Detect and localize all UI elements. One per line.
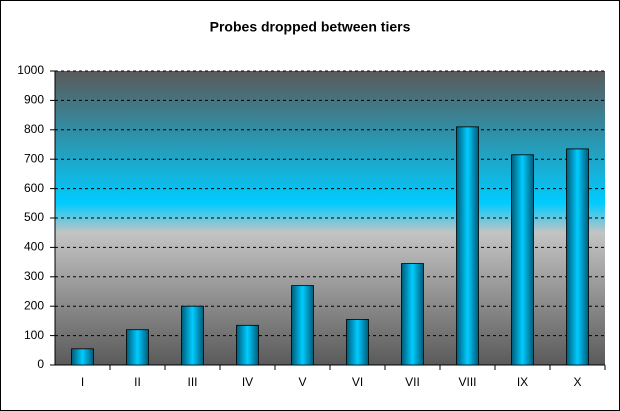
y-tick-label: 900 — [24, 93, 44, 107]
x-tick-label: IV — [242, 375, 253, 389]
x-tick-label: V — [298, 375, 306, 389]
x-tick-label: III — [187, 375, 197, 389]
x-tick-label: X — [573, 375, 581, 389]
bar — [291, 285, 314, 366]
bar — [511, 154, 534, 366]
y-tick-label: 600 — [24, 181, 44, 195]
chart-title: Probes dropped between tiers — [210, 19, 411, 35]
bar — [566, 148, 589, 366]
x-tick-label: VII — [405, 375, 420, 389]
y-tick-label: 800 — [24, 122, 44, 136]
y-tick-label: 0 — [37, 357, 44, 371]
bar — [71, 348, 94, 366]
y-tick-label: 100 — [24, 328, 44, 342]
y-tick-label: 400 — [24, 240, 44, 254]
y-tick-label: 1000 — [17, 63, 44, 77]
y-tick-label: 700 — [24, 151, 44, 165]
bar — [181, 305, 204, 366]
x-tick-label: VIII — [458, 375, 476, 389]
bar — [126, 329, 149, 366]
y-tick-label: 500 — [24, 210, 44, 224]
bar — [346, 319, 369, 366]
x-tick-label: II — [134, 375, 141, 389]
bar — [236, 324, 259, 366]
bar — [401, 263, 424, 366]
y-tick-label: 300 — [24, 269, 44, 283]
bar — [456, 126, 479, 366]
x-tick-label: VI — [352, 375, 363, 389]
x-tick-label: I — [81, 375, 84, 389]
x-tick-label: IX — [517, 375, 528, 389]
y-tick-label: 200 — [24, 298, 44, 312]
